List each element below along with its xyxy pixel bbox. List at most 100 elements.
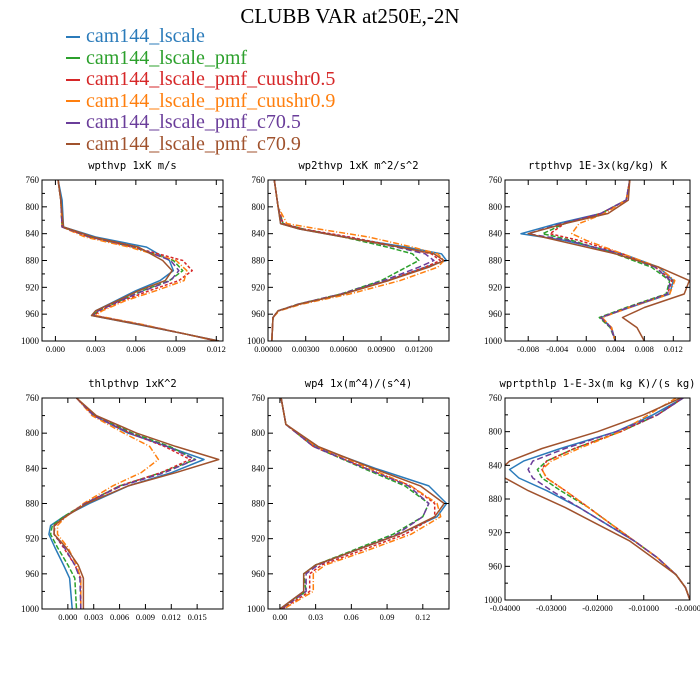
- chart-title: wpthvp 1xK m/s: [88, 160, 177, 172]
- series-line: [541, 398, 690, 600]
- series-line: [280, 398, 430, 609]
- chart-panel: wpthvp 1xK m/s 760 800 840 880 920 960 1000 0.00…: [21, 160, 226, 354]
- y-tick-label: 800: [252, 202, 266, 212]
- series-line: [279, 398, 445, 609]
- series-group: [520, 180, 690, 341]
- chart-panel: wp2thvp 1xK m^2/s^2 760 800 840 880 920 960 100…: [247, 160, 450, 354]
- y-tick-label: 920: [252, 282, 266, 292]
- legend-label: cam144_lscale_pmf_c70.9: [86, 132, 301, 155]
- y-tick-label: 760: [489, 175, 503, 185]
- y-tick-label: 800: [489, 202, 503, 212]
- plot-frame: [504, 179, 691, 342]
- x-tick-label: -0.04000: [490, 603, 520, 613]
- x-tick-label: 0.000: [577, 344, 596, 354]
- y-tick-label: 840: [252, 229, 266, 239]
- series-line: [271, 180, 441, 341]
- plot-frame: [504, 397, 691, 601]
- y-tick-label: 960: [252, 309, 266, 319]
- x-tick-label: 0.004: [606, 344, 626, 354]
- series-line: [549, 180, 673, 341]
- x-tick-label: -0.03000: [536, 603, 566, 613]
- x-tick-label: 0.003: [86, 344, 105, 354]
- chart-title: rtpthvp 1E-3x(kg/kg) K: [528, 160, 668, 172]
- x-tick-label: 0.015: [188, 612, 207, 622]
- series-group: [48, 398, 220, 609]
- y-tick-label: 840: [489, 460, 503, 470]
- y-tick-label: 760: [26, 393, 40, 403]
- y-tick-label: 800: [26, 428, 40, 438]
- y-tick-label: 960: [26, 569, 40, 579]
- plot-frame: [41, 179, 224, 342]
- y-tick-label: 960: [26, 309, 40, 319]
- series-line: [53, 398, 197, 609]
- y-tick-label: 880: [489, 494, 503, 504]
- series-line: [56, 398, 160, 609]
- y-tick-label: 960: [489, 309, 503, 319]
- y-tick-label: 800: [26, 202, 40, 212]
- y-tick-label: 1000: [484, 336, 503, 346]
- series-line: [57, 180, 217, 341]
- legend-label: cam144_lscale_pmf_cuushr0.9: [86, 89, 336, 112]
- y-tick-label: 800: [489, 427, 503, 437]
- x-tick-label: 0.008: [635, 344, 654, 354]
- x-tick-label: 0.006: [110, 612, 129, 622]
- y-tick-label: 760: [252, 393, 266, 403]
- legend-label: cam144_lscale_pmf_c70.5: [86, 111, 301, 134]
- series-line: [57, 180, 217, 341]
- series-line: [536, 398, 690, 600]
- chart-panel: wp4 1x(m^4)/(s^4) 760 800 840 880 920 960 1000 0…: [247, 378, 450, 622]
- y-tick-label: 920: [252, 534, 266, 544]
- series-line: [57, 180, 217, 341]
- x-tick-label: 0.009: [136, 612, 155, 622]
- chart-panel: thlpthvp 1xK^2 760 800 840 880 920 960 1000 0.00…: [21, 378, 224, 622]
- x-tick-label: -0.01000: [629, 603, 659, 613]
- y-tick-label: 760: [26, 175, 40, 185]
- x-tick-label: 0.12: [415, 612, 430, 622]
- series-line: [271, 180, 435, 341]
- y-tick-label: 920: [489, 282, 503, 292]
- x-tick-label: 0.01200: [405, 344, 433, 354]
- x-tick-label: 0.012: [162, 612, 181, 622]
- y-tick-label: 880: [489, 256, 503, 266]
- series-line: [57, 180, 220, 341]
- legend-swatch: [66, 100, 80, 103]
- legend-label: cam144_lscale_pmf_cuushr0.5: [86, 68, 336, 91]
- chart-title: wp2thvp 1xK m^2/s^2: [298, 160, 418, 172]
- x-tick-label: -0.008: [517, 344, 539, 354]
- y-tick-label: 1000: [484, 595, 503, 605]
- x-tick-label: 0.012: [664, 344, 683, 354]
- legend-entry: cam144_lscale_pmf_c70.9: [66, 132, 335, 156]
- series-group: [505, 398, 690, 600]
- x-tick-label: 0.012: [207, 344, 226, 354]
- y-tick-label: 760: [489, 393, 503, 403]
- series-line: [280, 398, 442, 609]
- series-line: [271, 180, 420, 341]
- x-tick-label: 0.003: [84, 612, 103, 622]
- y-tick-label: 840: [26, 463, 40, 473]
- legend-swatch: [66, 121, 80, 124]
- y-tick-label: 880: [252, 256, 266, 266]
- chart-panel: wprtpthlp 1-E-3x(m kg K)/(s kg) 760 800 840…: [484, 378, 700, 613]
- series-group: [271, 180, 448, 341]
- x-tick-label: 0.00000: [254, 344, 282, 354]
- series-line: [508, 398, 690, 600]
- legend: cam144_lscale cam144_lscale_pmf cam144_l…: [66, 25, 336, 156]
- series-line: [57, 180, 220, 341]
- x-tick-label: 0.009: [167, 344, 186, 354]
- legend-entry: cam144_lscale_pmf_cuushr0.9: [66, 89, 336, 113]
- legend-entry: cam144_lscale_pmf_cuushr0.5: [66, 68, 336, 91]
- series-line: [279, 398, 448, 609]
- chart-title: thlpthvp 1xK^2: [88, 378, 177, 390]
- x-tick-label: 0.006: [126, 344, 145, 354]
- x-tick-label: -0.02000: [582, 603, 612, 613]
- legend-label: cam144_lscale: [86, 25, 205, 48]
- y-tick-label: 840: [489, 229, 503, 239]
- x-tick-label: 0.00300: [292, 344, 320, 354]
- y-tick-label: 1000: [21, 604, 40, 614]
- legend-swatch: [66, 35, 80, 38]
- chart-panel: rtpthvp 1E-3x(kg/kg) K 760 800 840 880 920 960…: [484, 160, 691, 354]
- y-tick-label: 920: [26, 534, 40, 544]
- plot-frame: [267, 179, 450, 342]
- y-tick-label: 880: [26, 256, 40, 266]
- y-tick-label: 840: [26, 229, 40, 239]
